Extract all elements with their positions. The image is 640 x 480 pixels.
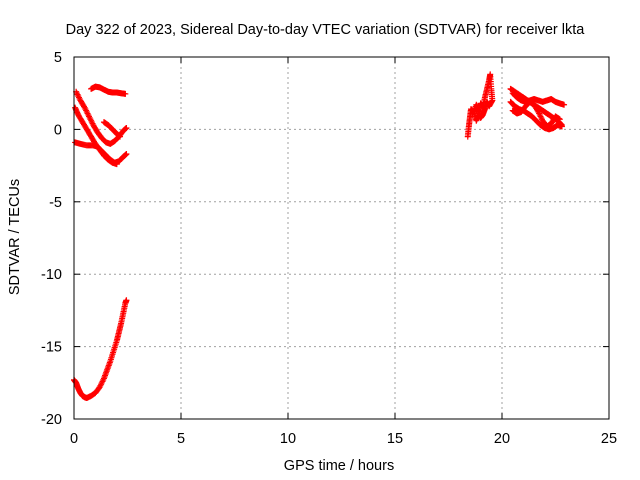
y-tick-label: -5 bbox=[49, 195, 62, 211]
data-point bbox=[117, 133, 124, 140]
axis-ticks: 0 5 10 15 20 25 -20 -15 -10 -5 0 5 bbox=[41, 50, 617, 447]
y-axis-label: SDTVAR / TECUs bbox=[7, 179, 23, 295]
x-tick-label: 10 bbox=[280, 431, 296, 447]
series-track-g bbox=[464, 71, 496, 140]
y-tick-label: -20 bbox=[41, 412, 62, 428]
series-track-a bbox=[72, 104, 120, 168]
series-track-e bbox=[100, 119, 124, 140]
x-tick-label: 20 bbox=[494, 431, 510, 447]
data-point bbox=[561, 101, 568, 108]
data-point bbox=[123, 124, 130, 131]
series-track-f bbox=[71, 297, 130, 402]
data-point bbox=[123, 297, 130, 304]
chart-title: Day 322 of 2023, Sidereal Day-to-day VTE… bbox=[66, 22, 586, 38]
data-point bbox=[123, 151, 130, 158]
y-tick-label: 5 bbox=[54, 50, 62, 66]
data-point bbox=[122, 90, 129, 97]
y-tick-label: -10 bbox=[41, 267, 62, 283]
x-tick-label: 5 bbox=[177, 431, 185, 447]
series-track-k bbox=[509, 98, 563, 130]
data-point bbox=[469, 111, 476, 118]
grid bbox=[74, 57, 609, 419]
y-tick-label: -15 bbox=[41, 340, 62, 356]
series-track-b bbox=[73, 88, 130, 147]
series-track-i bbox=[507, 98, 565, 133]
series-track-d bbox=[88, 83, 129, 97]
x-tick-label: 25 bbox=[601, 431, 617, 447]
series-track-c bbox=[72, 139, 130, 166]
data-point bbox=[558, 123, 565, 130]
data-point bbox=[556, 116, 563, 123]
data-marks bbox=[71, 71, 568, 402]
plot-frame bbox=[73, 56, 610, 420]
x-tick-label: 15 bbox=[387, 431, 403, 447]
x-tick-label: 0 bbox=[70, 431, 78, 447]
y-tick-label: 0 bbox=[54, 122, 62, 138]
x-axis-label: GPS time / hours bbox=[284, 458, 394, 474]
